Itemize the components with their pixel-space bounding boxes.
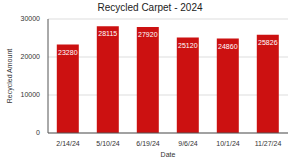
svg-text:6/19/24: 6/19/24 (136, 140, 159, 147)
svg-text:25120: 25120 (178, 42, 198, 49)
svg-text:24860: 24860 (218, 43, 238, 50)
svg-text:20000: 20000 (21, 53, 41, 60)
svg-text:25826: 25826 (258, 39, 278, 46)
svg-text:30000: 30000 (21, 15, 41, 22)
svg-text:0: 0 (36, 129, 40, 136)
svg-text:23280: 23280 (58, 49, 78, 56)
svg-text:2/14/24: 2/14/24 (56, 140, 79, 147)
svg-text:10000: 10000 (21, 91, 41, 98)
svg-text:Recycled Amount: Recycled Amount (8, 49, 14, 104)
svg-text:28115: 28115 (98, 30, 117, 37)
svg-text:Date: Date (161, 151, 176, 158)
svg-text:27920: 27920 (138, 31, 158, 38)
svg-text:10/1/24: 10/1/24 (216, 140, 239, 147)
svg-text:11/27/24: 11/27/24 (255, 140, 282, 147)
svg-text:5/10/24: 5/10/24 (96, 140, 119, 147)
svg-text:9/6/24: 9/6/24 (178, 140, 198, 147)
html-text:Recycled Carpet - 2024: Recycled Carpet - 2024 (97, 2, 203, 13)
